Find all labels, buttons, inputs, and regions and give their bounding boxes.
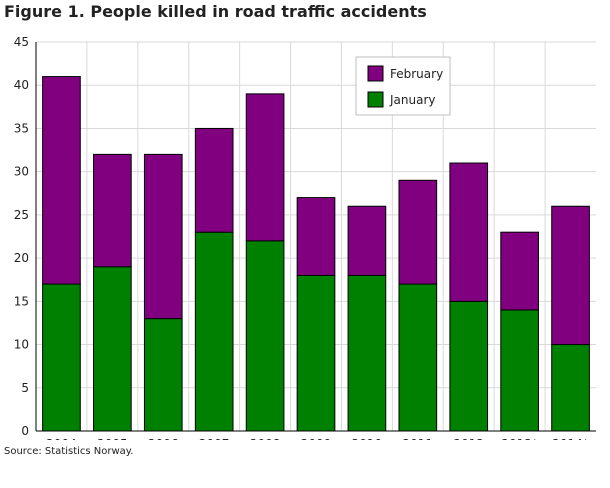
legend-swatch-january bbox=[367, 91, 384, 108]
x-tick-label: 2013* bbox=[501, 437, 538, 440]
x-tick-label: 2011 bbox=[403, 437, 434, 440]
y-tick-label: 25 bbox=[14, 208, 29, 222]
bar-january-2011 bbox=[398, 283, 438, 432]
y-tick-label: 20 bbox=[14, 251, 29, 265]
bar-january-2007 bbox=[194, 231, 234, 432]
bar-january-2013 bbox=[500, 309, 539, 432]
y-tick-label: 5 bbox=[21, 381, 29, 395]
y-tick-label: 15 bbox=[14, 294, 29, 308]
y-tick-label: 35 bbox=[14, 121, 29, 135]
bar-february-2009 bbox=[296, 197, 336, 276]
x-tick-label: 2004 bbox=[46, 437, 77, 440]
x-tick-label: 2010 bbox=[352, 437, 383, 440]
x-tick-label: 2007 bbox=[199, 437, 230, 440]
bars bbox=[42, 76, 590, 432]
x-tick-label: 2005 bbox=[97, 437, 128, 440]
legend-label-february: February bbox=[390, 67, 443, 81]
bar-february-2008 bbox=[245, 93, 285, 242]
bar-february-2013 bbox=[500, 231, 539, 311]
bar-january-2010 bbox=[347, 274, 387, 432]
y-tick-label: 0 bbox=[21, 424, 29, 438]
bar-february-2012 bbox=[449, 162, 489, 302]
y-tick-label: 10 bbox=[14, 338, 29, 352]
bar-january-2012 bbox=[449, 300, 489, 432]
chart-plot: 0 5 10 15 20 25 30 35 40 45 2004 2005 2006 2007 2008 20… bbox=[14, 35, 596, 451]
bar-february-2004 bbox=[42, 76, 81, 285]
bar-february-2006 bbox=[143, 153, 183, 320]
bar-february-2005 bbox=[93, 153, 132, 268]
bar-february-2010 bbox=[347, 205, 387, 276]
legend-swatch-february bbox=[367, 65, 384, 82]
legend-label-january: January bbox=[389, 93, 436, 107]
bar-january-2005 bbox=[93, 266, 132, 432]
x-tick-label: 2014* bbox=[552, 437, 589, 440]
chart-title: Figure 1. People killed in road traffic … bbox=[4, 2, 427, 21]
x-tick-label: 2008 bbox=[250, 437, 281, 440]
bar-january-2006 bbox=[143, 318, 183, 432]
y-tick-label: 40 bbox=[14, 78, 29, 92]
bar-january-2009 bbox=[296, 274, 336, 432]
bar-february-2011 bbox=[398, 179, 438, 285]
chart-source: Source: Statistics Norway. bbox=[4, 446, 134, 457]
bar-january-2008 bbox=[245, 240, 285, 432]
x-tick-label: 2006 bbox=[148, 437, 179, 440]
x-tick-label: 2009 bbox=[301, 437, 332, 440]
bar-january-2004 bbox=[42, 283, 81, 432]
bar-february-2007 bbox=[194, 127, 234, 233]
legend: February January bbox=[355, 56, 451, 116]
bar-january-2014 bbox=[551, 344, 590, 432]
bar-february-2014 bbox=[551, 205, 590, 346]
y-tick-label: 45 bbox=[14, 35, 29, 49]
x-tick-label: 2012 bbox=[453, 437, 484, 440]
y-tick-label: 30 bbox=[14, 165, 29, 179]
